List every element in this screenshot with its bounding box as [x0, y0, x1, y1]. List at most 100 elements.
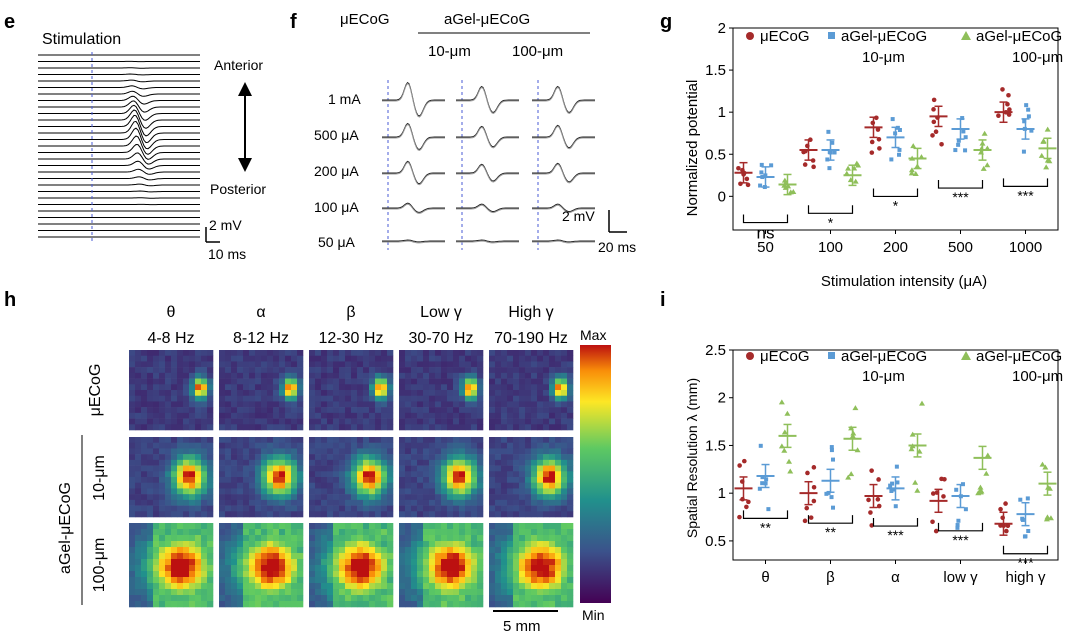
- heatmap-cell: [237, 350, 244, 357]
- heatmap-cell: [225, 367, 232, 374]
- data-point-uecog: [1000, 515, 1005, 521]
- heatmap-cell: [249, 559, 256, 566]
- heatmap-cell: [423, 541, 430, 548]
- heatmap-cell: [141, 499, 148, 506]
- data-point-agel10: [1022, 534, 1027, 539]
- heatmap-cell: [321, 390, 328, 397]
- data-point-uecog: [1005, 101, 1010, 107]
- heatmap-cell: [369, 361, 376, 368]
- heatmap-cell: [315, 401, 322, 408]
- data-point-agel10: [897, 152, 902, 157]
- data-point-agel100: [978, 488, 985, 494]
- heatmap-cell: [159, 477, 166, 484]
- heatmap-cell: [207, 401, 214, 408]
- heatmap-cell: [369, 378, 376, 385]
- heatmap-cell: [507, 499, 514, 506]
- heatmap-cell: [189, 565, 196, 572]
- heatmap-cell: [189, 595, 196, 602]
- activation-map: [219, 350, 304, 431]
- heatmap-cell: [147, 418, 154, 425]
- heatmap-cell: [561, 511, 568, 518]
- heatmap-cell: [189, 482, 196, 489]
- stim-trace: [38, 79, 200, 83]
- heatmap-cell: [345, 424, 352, 431]
- heatmap-cell: [381, 541, 388, 548]
- heatmap-cell: [549, 523, 556, 530]
- heatmap-cell: [165, 355, 172, 362]
- heatmap-cell: [339, 395, 346, 402]
- heatmap-cell: [447, 367, 454, 374]
- heatmap-cell: [513, 523, 520, 530]
- heatmap-cell: [207, 407, 214, 414]
- data-point-agel100: [908, 167, 915, 173]
- heatmap-cell: [219, 424, 226, 431]
- heatmap-cell: [357, 601, 364, 608]
- heatmap-cell: [267, 505, 274, 512]
- heatmap-cell: [141, 378, 148, 385]
- data-point-uecog: [933, 528, 939, 534]
- heatmap-cell: [249, 482, 256, 489]
- heatmap-cell: [195, 378, 202, 385]
- heatmap-cell: [231, 424, 238, 431]
- y-tick-label: 0: [718, 188, 726, 205]
- heatmap-cell: [561, 372, 568, 379]
- heatmap-cell: [519, 448, 526, 455]
- heatmap-cell: [375, 541, 382, 548]
- heatmap-cell: [321, 477, 328, 484]
- heatmap-cell: [177, 454, 184, 461]
- heatmap-cell: [435, 442, 442, 449]
- heatmap-cell: [129, 559, 136, 566]
- data-point-uecog: [745, 182, 751, 188]
- heatmap-cell: [531, 559, 538, 566]
- heatmap-cell: [195, 505, 202, 512]
- heatmap-cell: [549, 448, 556, 455]
- heatmap-cell: [183, 577, 190, 584]
- heatmap-cell: [309, 565, 316, 572]
- heatmap-cell: [501, 465, 508, 472]
- heatmap-cell: [543, 378, 550, 385]
- heatmap-cell: [549, 350, 556, 357]
- heatmap-cell: [159, 541, 166, 548]
- heatmap-cell: [297, 529, 304, 536]
- heatmap-cell: [255, 559, 262, 566]
- heatmap-cell: [465, 355, 472, 362]
- heatmap-cell: [309, 424, 316, 431]
- heatmap-cell: [231, 565, 238, 572]
- heatmap-cell: [351, 523, 358, 530]
- heatmap-cell: [321, 367, 328, 374]
- data-point-agel10: [897, 127, 902, 132]
- stim-trace: [38, 135, 200, 155]
- heatmap-cell: [567, 442, 574, 449]
- heatmap-cell: [369, 505, 376, 512]
- heatmap-cell: [453, 424, 460, 431]
- heatmap-cell: [411, 565, 418, 572]
- heatmap-cell: [363, 418, 370, 425]
- heatmap-cell: [243, 465, 250, 472]
- heatmap-cell: [447, 553, 454, 560]
- heatmap-cell: [201, 355, 208, 362]
- heatmap-cell: [543, 442, 550, 449]
- data-point-uecog: [1006, 112, 1012, 117]
- data-point-agel100: [778, 399, 785, 405]
- heatmap-cell: [153, 477, 160, 484]
- heatmap-cell: [351, 595, 358, 602]
- heatmap-cell: [261, 482, 268, 489]
- heatmap-cell: [537, 477, 544, 484]
- heatmap-cell: [537, 553, 544, 560]
- heatmap-cell: [255, 571, 262, 578]
- heatmap-cell: [441, 437, 448, 444]
- heatmap-cell: [363, 565, 370, 572]
- data-point-uecog: [931, 107, 936, 112]
- heatmap-cell: [435, 477, 442, 484]
- heatmap-cell: [477, 482, 484, 489]
- heatmap-cell: [267, 465, 274, 472]
- heatmap-cell: [387, 448, 394, 455]
- heatmap-cell: [399, 355, 406, 362]
- heatmap-cell: [231, 361, 238, 368]
- evoked-trace: [382, 122, 445, 150]
- heatmap-cell: [477, 547, 484, 554]
- band-name-label: High γ: [508, 304, 553, 321]
- column-header-100um: 100-μm: [512, 43, 563, 60]
- heatmap-cell: [201, 577, 208, 584]
- heatmap-cell: [471, 378, 478, 385]
